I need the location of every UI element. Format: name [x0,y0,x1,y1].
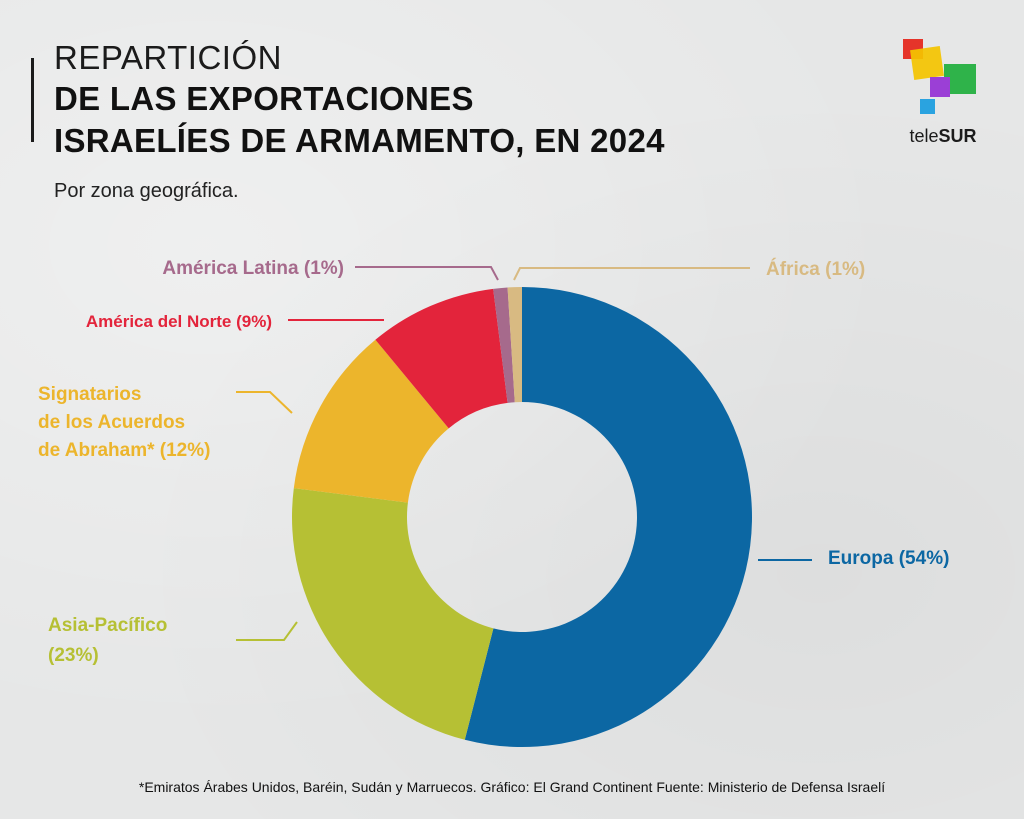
telesur-logo: teleSUR [898,36,988,151]
donut-slice-2 [293,339,449,503]
slice-label-2: Signatarios de los Acuerdos de Abraham* (1… [38,384,210,461]
slice-label-1: Asia-Pacífico (23%) [48,615,167,666]
logo-square-blue [920,99,935,114]
logo-text-suffix: SUR [938,126,977,146]
telesur-logo-icon [903,39,976,114]
title-accent-bar [31,58,34,142]
donut-slice-3 [375,288,508,429]
slice-label-4: América Latina (1%) [162,258,344,279]
subtitle: Por zona geográfica. [54,180,239,202]
slice-label-0: Europa (54%) [828,548,949,569]
page-title: REPARTICIÓN DE LAS EXPORTACIONES ISRAELÍ… [54,38,665,162]
donut-slice-5 [507,287,522,403]
leader-line-1 [236,621,298,641]
title-line-2: DE LAS EXPORTACIONES [54,80,474,117]
logo-square-purple [930,77,950,97]
donut-slice-1 [292,488,494,740]
logo-square-yellow [910,46,944,80]
donut-slice-0 [464,287,753,747]
slice-label-3: América del Norte (9%) [86,312,272,331]
title-line-1: REPARTICIÓN [54,39,282,76]
leader-line-5 [513,267,750,281]
footnote: *Emiratos Árabes Unidos, Baréin, Sudán y… [138,779,886,795]
logo-text-prefix: tele [909,126,939,146]
telesur-logo-text: teleSUR [898,126,988,147]
leader-line-4 [355,266,499,281]
title-line-3: ISRAELÍES DE ARMAMENTO, EN 2024 [54,122,665,159]
slice-label-5: África (1%) [766,258,865,280]
donut-slice-4 [493,287,515,403]
leader-line-2 [236,391,293,414]
